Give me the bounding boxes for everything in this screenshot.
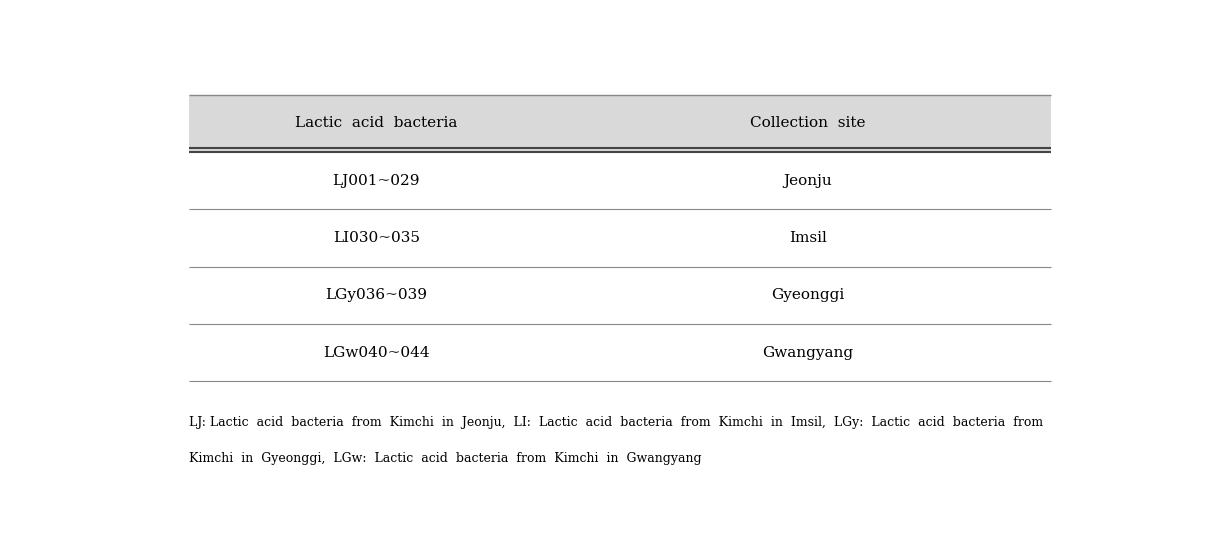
Text: LGw040~044: LGw040~044 (323, 346, 430, 360)
Text: Lactic  acid  bacteria: Lactic acid bacteria (295, 116, 457, 130)
Text: Collection  site: Collection site (750, 116, 865, 130)
Bar (189, 95, 1051, 152)
Text: LJ: Lactic  acid  bacteria  from  Kimchi  in  Jeonju,  LI:  Lactic  acid  bacter: LJ: Lactic acid bacteria from Kimchi in … (189, 416, 1043, 429)
Text: LI030~035: LI030~035 (333, 231, 420, 245)
Text: Kimchi  in  Gyeonggi,  LGw:  Lactic  acid  bacteria  from  Kimchi  in  Gwangyang: Kimchi in Gyeonggi, LGw: Lactic acid bac… (189, 452, 702, 465)
Text: Imsil: Imsil (789, 231, 826, 245)
Text: Gyeonggi: Gyeonggi (771, 289, 845, 302)
Text: LGy036~039: LGy036~039 (325, 289, 427, 302)
Text: Gwangyang: Gwangyang (762, 346, 853, 360)
Text: LJ001~029: LJ001~029 (333, 173, 420, 187)
Text: Jeonju: Jeonju (783, 173, 832, 187)
